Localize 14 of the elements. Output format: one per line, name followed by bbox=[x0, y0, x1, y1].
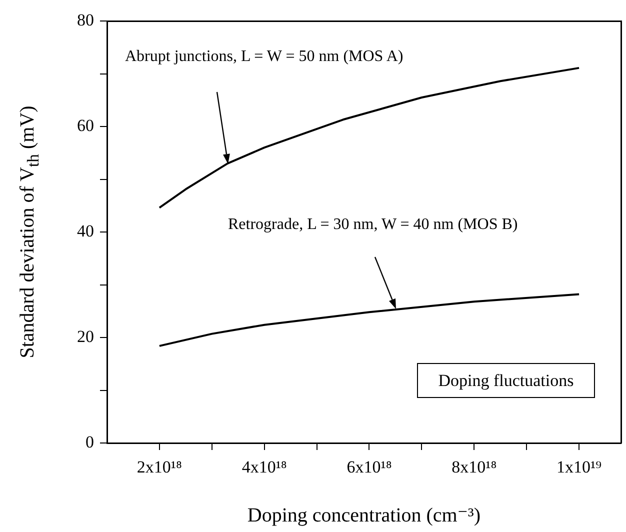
annotation: Abrupt junctions, L = W = 50 nm (MOS A) bbox=[125, 48, 404, 66]
x-tick-label: 4x10¹⁸ bbox=[242, 458, 287, 477]
x-tick-label: 8x10¹⁸ bbox=[452, 458, 497, 477]
x-tick-label: 1x10¹⁹ bbox=[556, 458, 602, 477]
y-tick-label: 60 bbox=[77, 116, 94, 135]
annotation: Doping fluctuations bbox=[417, 363, 595, 398]
x-tick-label: 6x10¹⁸ bbox=[346, 458, 392, 477]
y-tick-label: 40 bbox=[77, 221, 94, 240]
x-tick-label: 2x10¹⁸ bbox=[136, 458, 182, 477]
x-axis-title: Doping concentration (cm⁻³) bbox=[247, 504, 481, 526]
y-tick-label: 0 bbox=[86, 432, 94, 452]
annotation: Retrograde, L = 30 nm, W = 40 nm (MOS B) bbox=[228, 216, 518, 234]
y-tick-label: 80 bbox=[77, 10, 94, 30]
y-tick-label: 20 bbox=[77, 326, 94, 346]
